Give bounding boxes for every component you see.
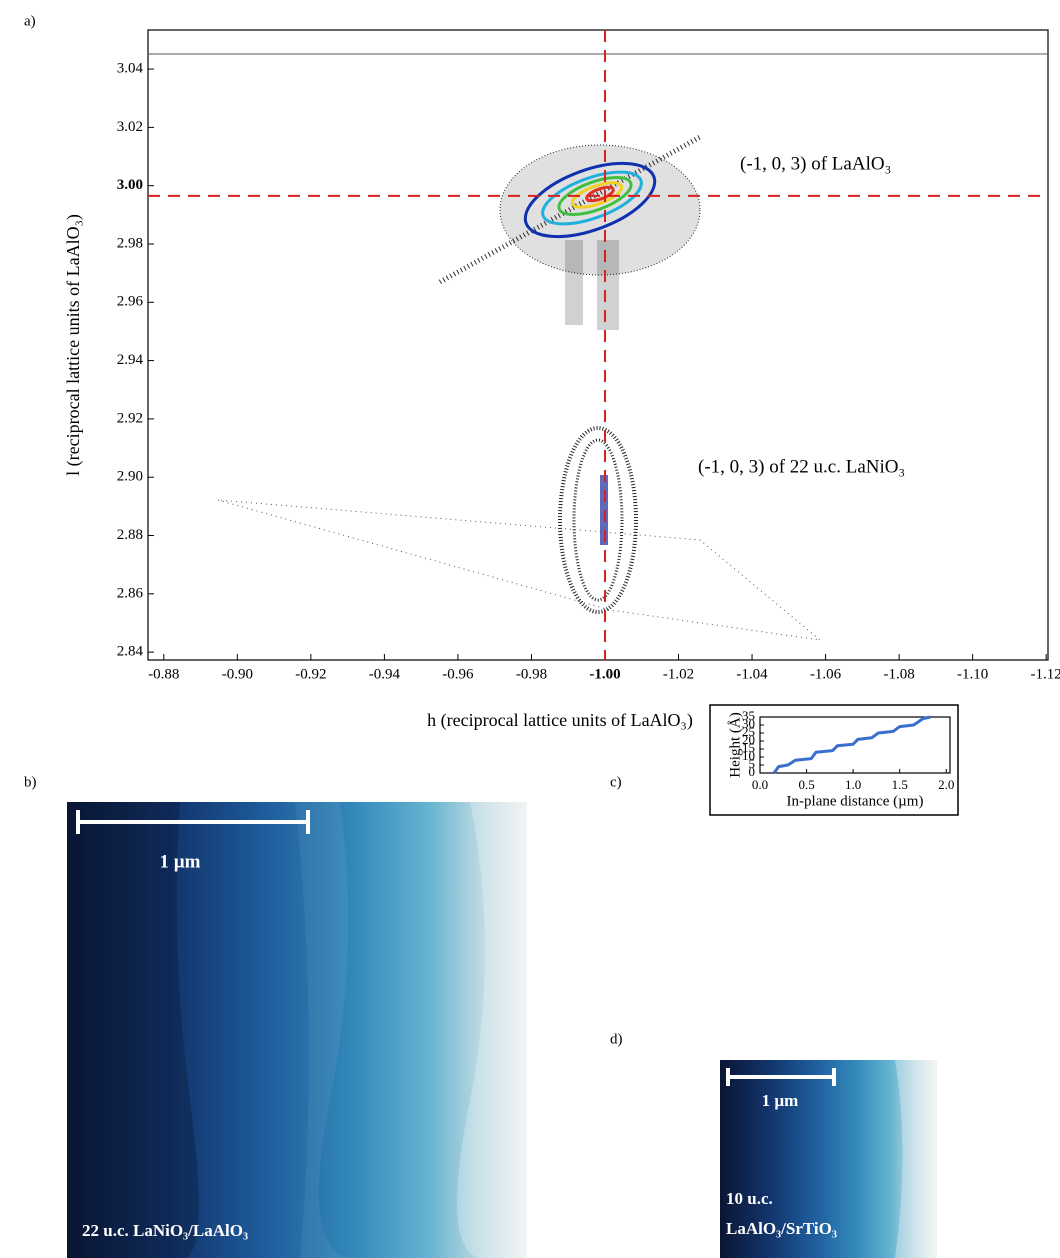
y-tick-label: 2.98 [117,235,143,251]
x-tick-label: -0.92 [295,666,326,682]
annotation: (-1, 0, 3) of 22 u.c. LaNiO₃ [698,456,905,477]
y-tick-label: 2.96 [117,294,144,310]
afm-image [67,802,527,1258]
x-tick-label: -0.98 [516,666,547,682]
y-tick-label: 30 [742,716,755,731]
plot-frame [759,716,951,774]
plot-frame [147,29,1049,661]
y-tick-label: 2.84 [117,644,144,660]
x-tick-label: -1.06 [810,666,842,682]
scale-bar-label: 1 µm [762,1091,799,1110]
x-axis-label: h (reciprocal lattice units of LaAlO₃) [427,710,693,731]
panel-frame [709,704,959,816]
scale-bar-label: 1 µm [159,851,200,872]
x-tick-label: -1.02 [663,666,694,682]
y-tick-label: 10 [742,748,755,763]
image-caption: 22 u.c. LaNiO₃/LaAlO₃ [82,1221,248,1240]
y-axis-label: l (reciprocal lattice units of LaAlO₃) [63,214,84,476]
x-tick-label: -0.96 [442,666,474,682]
y-tick-label: 3.04 [117,61,144,77]
y-tick-label: 5 [749,756,756,771]
x-tick-label: -1.12 [1031,666,1060,682]
panel-label: d) [610,1031,623,1047]
x-tick-label: -1.10 [957,666,988,682]
y-axis-label: Height (Å) [727,712,743,777]
x-tick-label: 2.0 [938,777,954,792]
x-tick-label: -0.88 [148,666,179,682]
y-tick-label: 2.92 [117,410,143,426]
y-tick-label: 2.88 [117,527,143,543]
y-tick-label: 3.02 [117,119,143,135]
image-caption: 10 u.c. [726,1189,773,1208]
x-tick-label: 1.0 [845,777,861,792]
y-tick-label: 25 [742,724,755,739]
image-caption: LaAlO₃/SrTiO₃ [726,1219,837,1238]
y-tick-label: 0 [749,764,756,779]
afm-image [720,1060,937,1258]
x-tick-label: -1.08 [883,666,914,682]
x-tick-label: -0.90 [222,666,253,682]
y-tick-label: 2.94 [117,352,144,368]
y-tick-label: 15 [742,740,755,755]
x-tick-label: -1.04 [736,666,768,682]
y-tick-label: 35 [742,708,755,723]
x-tick-label: -1.00 [589,666,620,682]
y-tick-label: 2.90 [117,469,143,485]
x-tick-label: 0.5 [798,777,814,792]
panel-label: c) [610,774,622,790]
x-tick-label: 0.0 [752,777,768,792]
x-axis-label: In-plane distance (µm) [787,793,924,809]
annotation: (-1, 0, 3) of LaAlO₃ [740,153,891,174]
panel-label: a) [24,13,36,29]
y-tick-label: 20 [742,732,755,747]
y-tick-label: 3.00 [117,177,143,193]
x-tick-label: -0.94 [369,666,401,682]
intensity-map [217,134,822,641]
height-profile [772,715,931,774]
panel-label: b) [24,774,37,790]
y-tick-label: 2.86 [117,585,144,601]
x-tick-label: 1.5 [892,777,908,792]
